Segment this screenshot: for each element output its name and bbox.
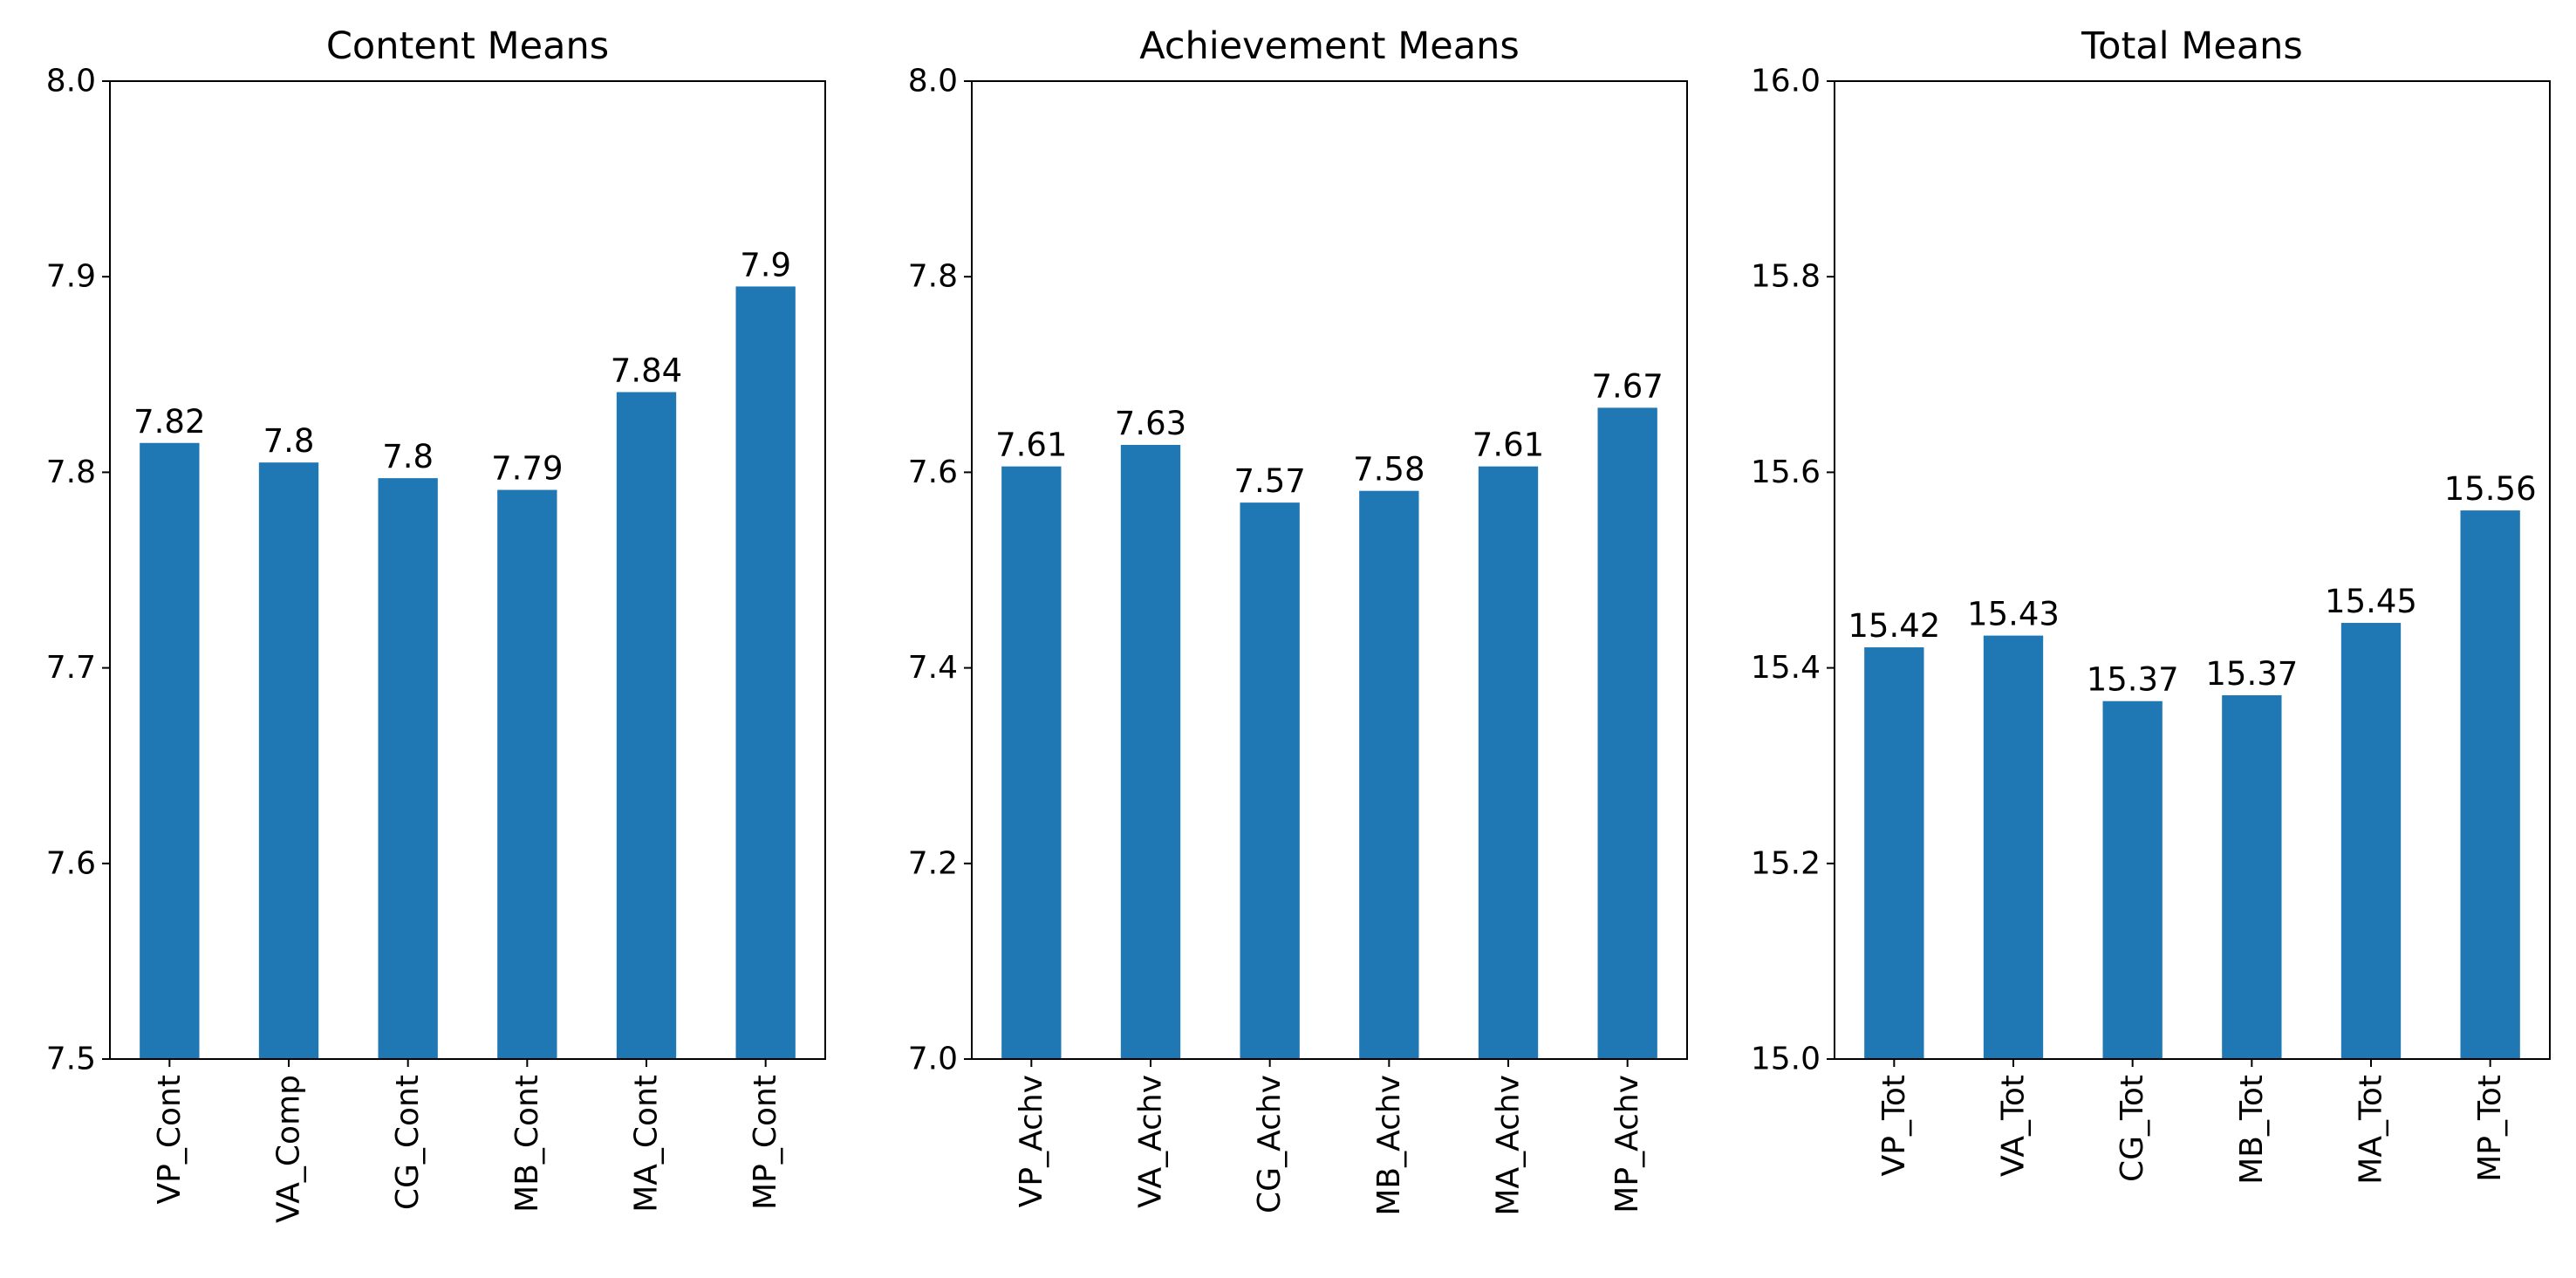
x-tick-label: VA_Comp [271,1075,307,1223]
x-tick-label: VP_Tot [1876,1075,1912,1176]
bar-VA_Comp [258,462,319,1059]
data-label: 15.42 [1848,607,1940,645]
y-tick-label: 15.8 [1751,259,1821,295]
x-tick-label: MA_Tot [2354,1075,2389,1185]
bar-VP_Tot [1864,647,1924,1059]
x-tick-label: VA_Tot [1996,1075,2032,1177]
y-tick-label: 7.0 [908,1042,958,1077]
data-label: 15.43 [1967,596,2060,633]
axes-frame [109,80,826,1060]
x-tick-label: MA_Achv [1491,1075,1527,1216]
bar-CG_Tot [2102,701,2163,1059]
bar-VA_Achv [1120,445,1181,1060]
axes-frame [971,80,1688,1060]
chart-title: Total Means [2081,24,2303,68]
data-label: 7.61 [1472,427,1544,464]
data-label: 7.82 [133,403,205,441]
y-tick-label: 7.6 [46,845,96,881]
y-tick-label: 7.2 [908,845,958,881]
y-tick-label: 7.7 [46,650,96,686]
data-label: 15.45 [2325,583,2417,620]
chart-panel-3: Total Means 15.42 VP_Tot 15.43 VA_Tot 15.37 CG… [1751,24,2551,1185]
y-tick-label: 7.9 [46,259,96,295]
y-tick-label: 15.4 [1751,650,1821,686]
data-label: 7.67 [1591,367,1663,405]
bar-VP_Cont [140,442,200,1059]
x-tick-label: VA_Achv [1133,1075,1169,1208]
y-tick-label: 15.2 [1751,845,1821,881]
data-label: 7.8 [382,438,434,475]
data-label: 7.84 [611,352,682,389]
x-tick-label: MP_Tot [2472,1075,2508,1182]
data-label: 7.61 [995,427,1067,464]
y-tick-label: 7.8 [46,454,96,490]
x-tick-label: VP_Achv [1014,1075,1049,1207]
bar-MB_Cont [497,489,557,1059]
bar-VP_Achv [1001,466,1062,1059]
chart-panel-1: Content Means 7.82 VP_Cont 7.8 VA_Comp 7.8 CG_… [46,24,826,1223]
data-label: 15.37 [2205,655,2298,693]
bar-MP_Tot [2460,510,2520,1059]
axes-frame [1834,80,2551,1060]
y-tick-label: 8.0 [46,64,96,99]
x-tick-label: MA_Cont [629,1075,665,1213]
x-tick-label: MB_Tot [2234,1075,2270,1185]
chart-panel-2: Achievement Means 7.61 VP_Achv 7.63 VA_Achv 7… [908,24,1688,1216]
chart-title: Achievement Means [1139,24,1520,68]
x-tick-label: VP_Cont [152,1075,188,1204]
data-label: 7.9 [740,246,791,284]
bar-MP_Cont [735,286,796,1059]
bar-MA_Achv [1478,466,1539,1059]
y-tick-label: 7.5 [46,1042,96,1077]
data-label: 7.57 [1233,462,1305,500]
bar-MA_Cont [616,392,677,1059]
bar-MA_Tot [2340,623,2402,1059]
chart-title: Content Means [326,24,609,68]
y-tick-label: 7.4 [908,650,958,686]
x-tick-label: CG_Tot [2115,1075,2150,1182]
y-tick-label: 15.6 [1751,454,1821,490]
data-label: 15.37 [2087,661,2179,699]
data-label: 15.56 [2444,470,2537,508]
x-tick-label: CG_Cont [390,1075,426,1210]
x-tick-label: MP_Achv [1609,1075,1645,1213]
x-tick-label: MP_Cont [748,1075,783,1210]
bar-MB_Achv [1359,490,1419,1059]
bar-VA_Tot [1983,635,2044,1059]
bar-CG_Achv [1240,502,1300,1059]
y-tick-label: 15.0 [1751,1042,1821,1077]
data-label: 7.8 [263,422,315,460]
y-tick-label: 16.0 [1751,64,1821,99]
y-tick-label: 8.0 [908,64,958,99]
x-tick-label: CG_Achv [1252,1075,1288,1213]
bar-MP_Achv [1597,407,1657,1059]
data-label: 7.79 [491,450,563,488]
y-tick-label: 7.6 [908,454,958,490]
bar-MB_Tot [2222,694,2282,1059]
x-tick-label: MB_Achv [1371,1075,1407,1216]
bar-CG_Cont [378,478,438,1059]
data-label: 7.63 [1115,405,1186,442]
y-tick-label: 7.8 [908,259,958,295]
x-tick-label: MB_Cont [509,1075,545,1213]
data-label: 7.58 [1353,451,1425,489]
